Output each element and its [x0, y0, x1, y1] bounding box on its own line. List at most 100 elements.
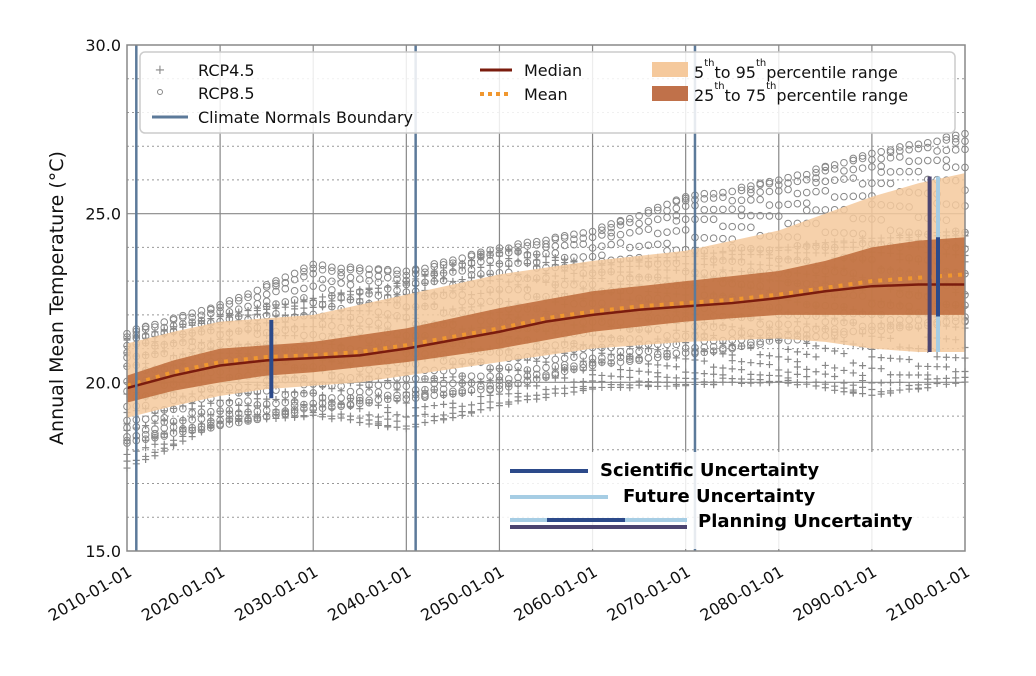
scatter-point-rcp85 — [653, 206, 662, 215]
scatter-point-rcp85 — [328, 267, 336, 275]
scatter-point-rcp45 — [458, 379, 466, 387]
scatter-point-rcp85 — [598, 358, 606, 366]
scatter-point-rcp85 — [542, 371, 550, 379]
scatter-point-rcp85 — [244, 408, 252, 417]
scatter-point-rcp85 — [169, 417, 178, 426]
scatter-point-rcp85 — [570, 235, 578, 243]
scatter-point-rcp45 — [887, 379, 895, 387]
scatter-point-rcp85 — [188, 318, 196, 326]
scatter-point-rcp85 — [346, 273, 355, 282]
scatter-point-rcp85 — [234, 409, 243, 418]
scatter-point-rcp85 — [765, 201, 774, 209]
scatter-point-rcp85 — [467, 266, 476, 274]
scatter-point-rcp85 — [672, 211, 681, 220]
scatter-point-rcp85 — [942, 146, 951, 155]
scatter-point-rcp85 — [179, 313, 187, 322]
scatter-point-rcp45 — [738, 375, 746, 383]
scatter-point-rcp45 — [197, 410, 205, 418]
scatter-point-rcp45 — [700, 370, 708, 378]
scatter-point-rcp85 — [290, 390, 299, 399]
scatter-point-rcp85 — [812, 168, 820, 177]
scatter-point-rcp85 — [234, 418, 243, 427]
scatter-point-rcp85 — [355, 288, 364, 296]
legend-rcp85: RCP8.5 — [198, 84, 255, 103]
scatter-point-rcp85 — [933, 147, 941, 155]
scatter-point-rcp45 — [784, 374, 792, 382]
scatter-point-rcp45 — [458, 372, 466, 380]
scatter-point-rcp85 — [551, 371, 560, 379]
scatter-point-rcp85 — [486, 246, 494, 254]
scatter-point-rcp85 — [635, 227, 643, 235]
scatter-point-rcp45 — [458, 408, 466, 416]
scatter-point-rcp45 — [616, 366, 624, 374]
scatter-point-rcp85 — [858, 152, 867, 160]
scatter-point-rcp45 — [449, 409, 457, 417]
scatter-point-rcp85 — [626, 357, 634, 366]
scatter-point-rcp85 — [616, 239, 625, 247]
scatter-point-rcp45 — [542, 390, 550, 398]
scatter-point-rcp85 — [523, 250, 532, 259]
scatter-point-rcp85 — [951, 163, 960, 172]
scatter-point-rcp85 — [802, 199, 811, 207]
scatter-point-rcp45 — [384, 283, 392, 291]
scatter-point-rcp85 — [337, 268, 345, 277]
scatter-point-rcp85 — [793, 199, 802, 208]
scatter-point-rcp45 — [626, 366, 634, 374]
scatter-point-rcp45 — [859, 371, 867, 379]
scatter-point-rcp85 — [495, 372, 504, 381]
scatter-point-rcp85 — [449, 268, 457, 276]
scatter-point-rcp45 — [719, 371, 727, 379]
scatter-point-rcp85 — [774, 176, 783, 184]
scatter-point-rcp85 — [151, 433, 159, 442]
scatter-point-rcp85 — [896, 167, 904, 176]
scatter-point-rcp85 — [169, 405, 178, 414]
scatter-point-rcp85 — [598, 242, 606, 251]
scatter-point-rcp85 — [328, 394, 336, 402]
scatter-point-rcp45 — [393, 282, 401, 290]
scatter-point-rcp85 — [402, 395, 411, 403]
scatter-point-rcp45 — [821, 384, 829, 392]
scatter-point-rcp85 — [886, 168, 895, 176]
scatter-point-rcp85 — [383, 267, 392, 275]
scatter-point-rcp45 — [533, 391, 541, 399]
scatter-point-rcp85 — [328, 286, 336, 294]
scatter-point-rcp85 — [570, 253, 578, 262]
scatter-point-rcp85 — [262, 280, 271, 289]
scatter-point-rcp85 — [495, 364, 504, 373]
scatter-point-rcp85 — [504, 379, 513, 388]
scatter-point-rcp45 — [868, 386, 876, 394]
scatter-point-rcp85 — [225, 420, 234, 428]
scatter-point-rcp85 — [756, 340, 764, 348]
scatter-point-rcp85 — [318, 265, 327, 274]
scatter-point-rcp85 — [272, 277, 280, 285]
scatter-point-rcp85 — [840, 158, 848, 167]
scatter-point-rcp85 — [365, 276, 373, 285]
scatter-point-rcp85 — [141, 325, 150, 334]
scatter-point-rcp85 — [290, 397, 299, 406]
scatter-point-rcp85 — [309, 269, 318, 278]
scatter-point-rcp85 — [737, 186, 746, 195]
scatter-point-rcp85 — [169, 321, 178, 330]
scatter-point-rcp85 — [309, 282, 318, 290]
scatter-point-rcp85 — [449, 379, 457, 388]
scatter-point-rcp45 — [598, 377, 606, 385]
scatter-point-rcp85 — [579, 240, 588, 248]
scatter-point-rcp45 — [393, 411, 401, 419]
scatter-point-rcp85 — [393, 286, 401, 295]
scatter-point-rcp85 — [300, 294, 308, 302]
scatter-point-rcp85 — [849, 174, 858, 182]
scatter-point-rcp85 — [709, 205, 718, 214]
scatter-point-rcp45 — [430, 417, 438, 425]
scatter-point-rcp45 — [151, 440, 159, 448]
legend-25-75: 25thto 75thpercentile range — [694, 81, 908, 105]
scatter-point-rcp45 — [663, 378, 671, 386]
scatter-point-rcp45 — [933, 380, 941, 388]
scatter-point-rcp85 — [355, 266, 364, 275]
scatter-point-rcp45 — [533, 262, 541, 270]
scatter-point-rcp85 — [458, 267, 467, 275]
scatter-point-rcp45 — [924, 371, 932, 379]
scatter-point-rcp85 — [141, 430, 150, 439]
scatter-point-rcp85 — [514, 379, 522, 388]
scatter-point-rcp85 — [300, 284, 308, 293]
scatter-point-rcp85 — [681, 226, 690, 234]
